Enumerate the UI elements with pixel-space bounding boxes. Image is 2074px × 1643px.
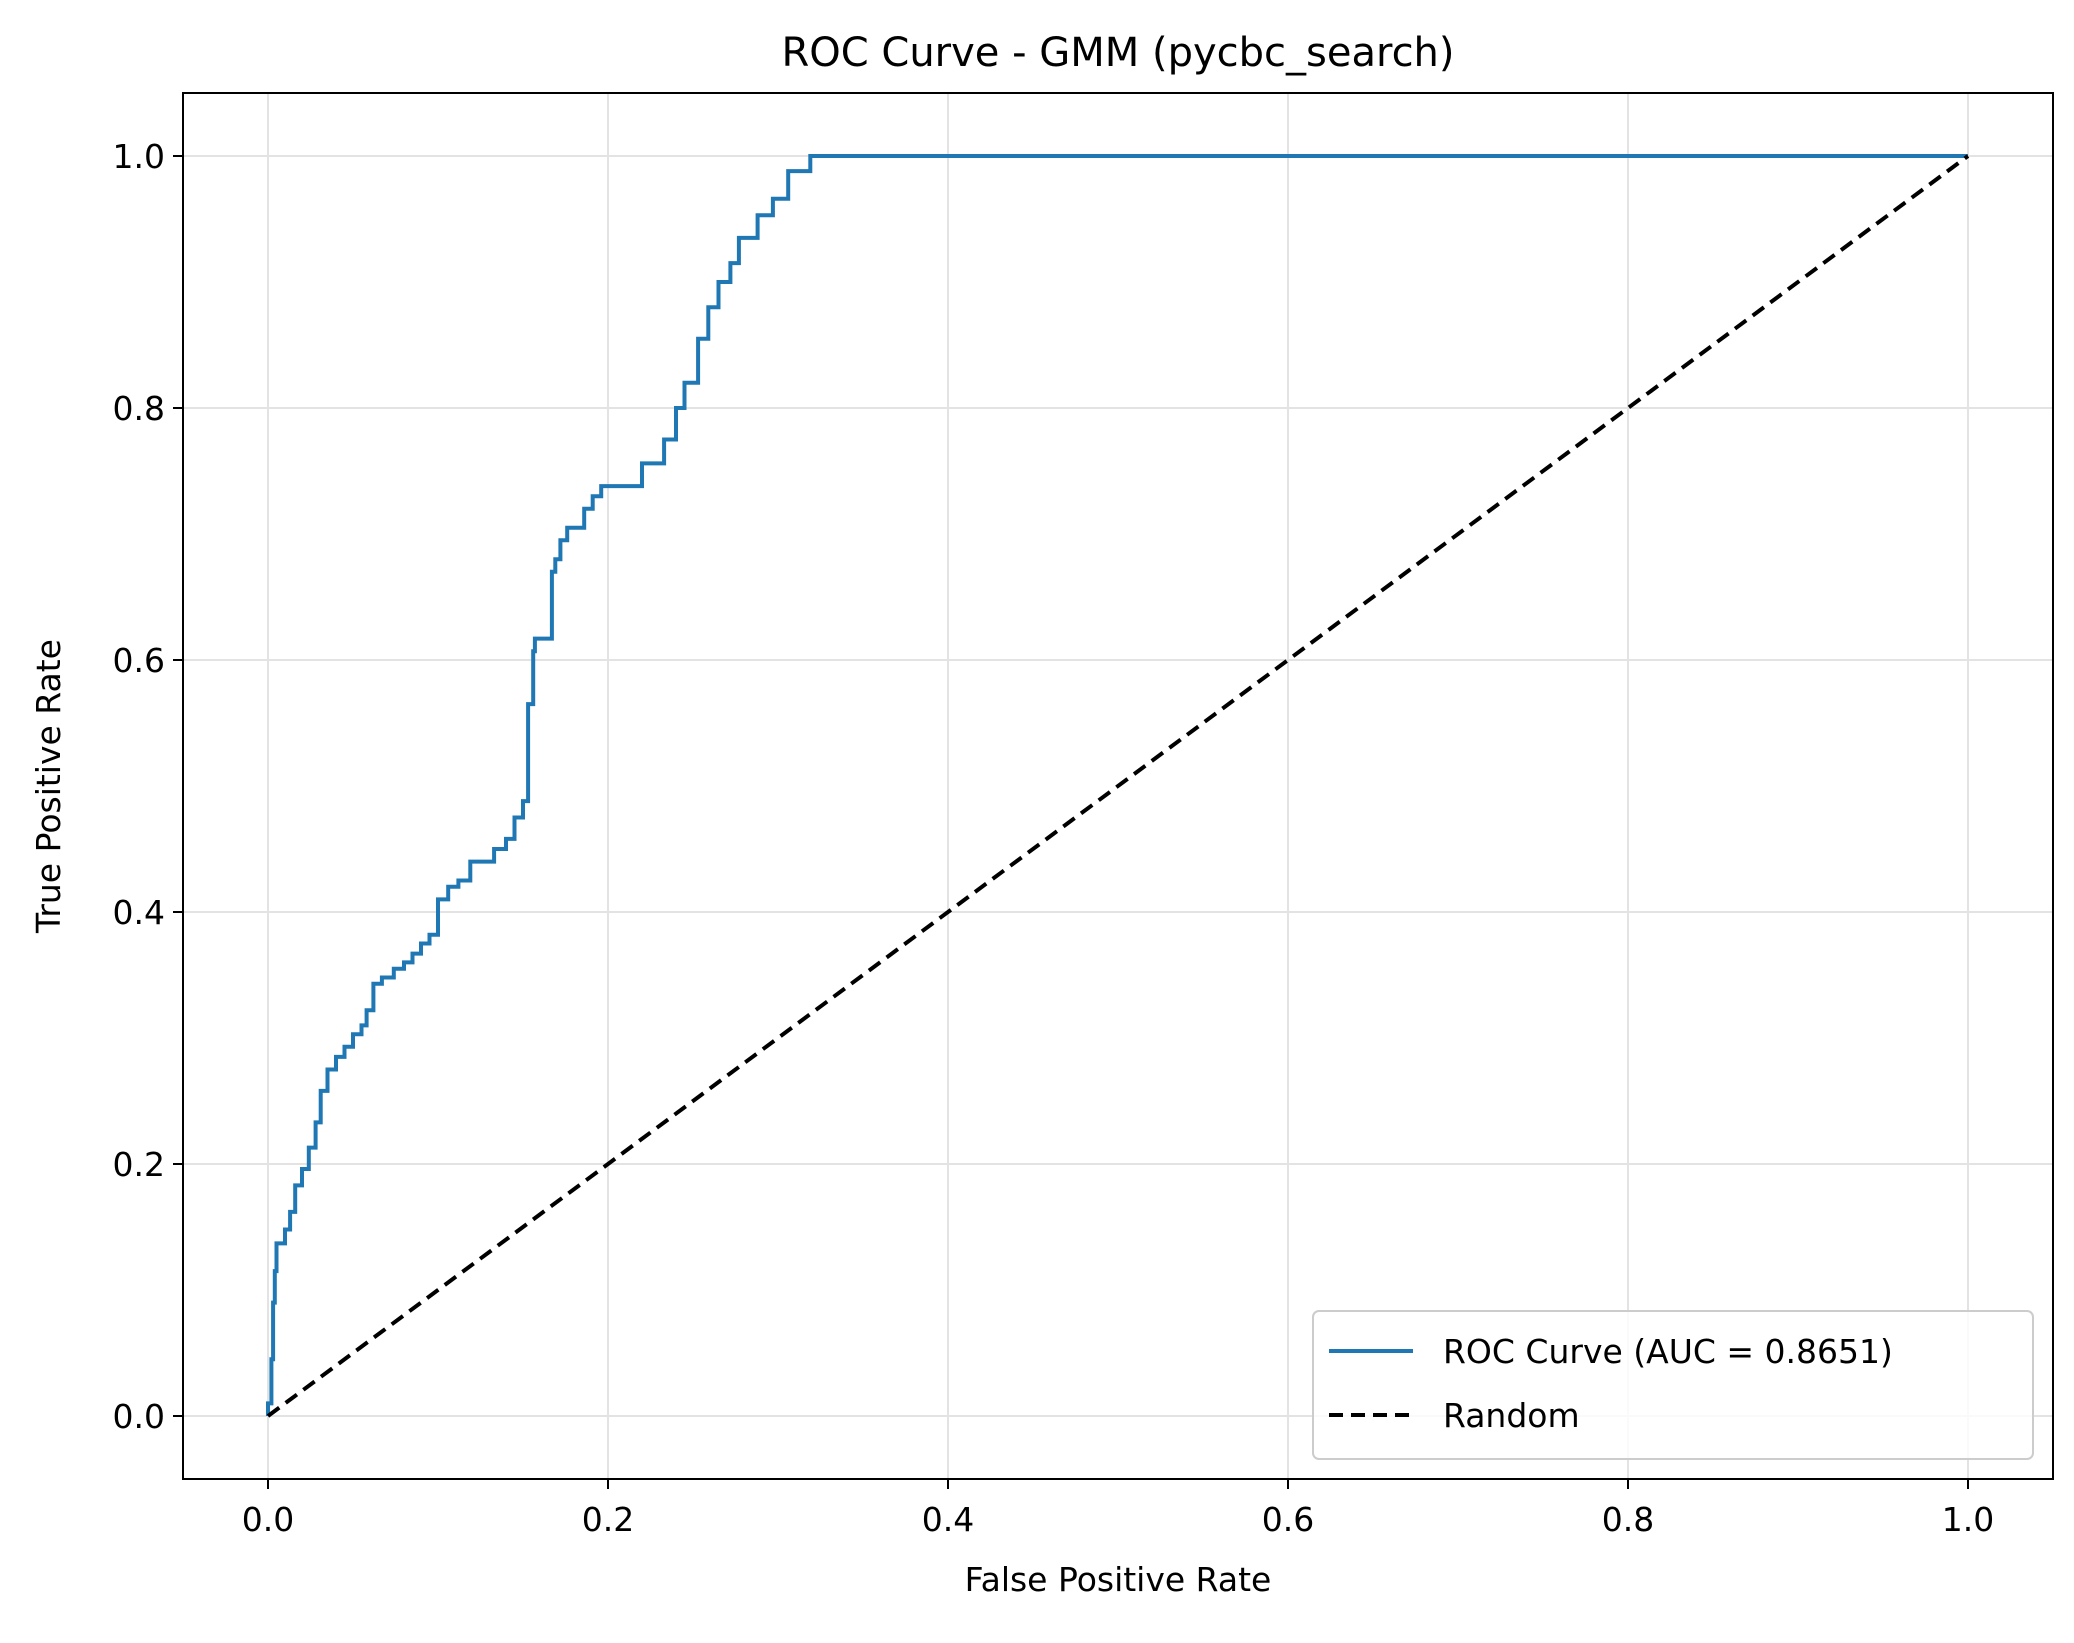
legend-label-random: Random xyxy=(1443,1396,1580,1435)
y-tick-label: 0.2 xyxy=(113,1145,165,1184)
y-tick-label: 1.0 xyxy=(113,137,165,176)
x-tick-label: 0.4 xyxy=(922,1500,974,1539)
y-tick-label: 0.0 xyxy=(113,1397,165,1436)
y-tick-label: 0.6 xyxy=(113,641,165,680)
y-tick-label: 0.4 xyxy=(113,893,165,932)
x-tick-label: 1.0 xyxy=(1942,1500,1994,1539)
roc-curve-line xyxy=(266,154,1968,1416)
legend-box xyxy=(1312,1310,2034,1460)
y-tick-label: 0.8 xyxy=(113,389,165,428)
random-baseline-line xyxy=(266,154,1970,1418)
axis-ticks: 0.0 0.2 0.4 0.6 0.8 1.0 0.0 0.2 0.4 0.6 0.8 1.0 xyxy=(113,137,1995,1539)
plot-series xyxy=(266,154,1970,1418)
x-tick-label: 0.0 xyxy=(242,1500,294,1539)
plot-frame xyxy=(182,92,2054,1480)
chart-title: ROC Curve - GMM (pycbc_search) xyxy=(781,30,1454,76)
y-axis-label: True Positive Rate xyxy=(29,639,68,934)
x-tick-label: 0.6 xyxy=(1262,1500,1314,1539)
legend-label-roc: ROC Curve (AUC = 0.8651) xyxy=(1443,1332,1893,1371)
grid xyxy=(183,93,2053,1479)
x-tick-label: 0.8 xyxy=(1602,1500,1654,1539)
x-axis-label: False Positive Rate xyxy=(965,1560,1272,1599)
legend: ROC Curve (AUC = 0.8651) Random xyxy=(1312,1310,2034,1460)
x-tick-label: 0.2 xyxy=(582,1500,634,1539)
